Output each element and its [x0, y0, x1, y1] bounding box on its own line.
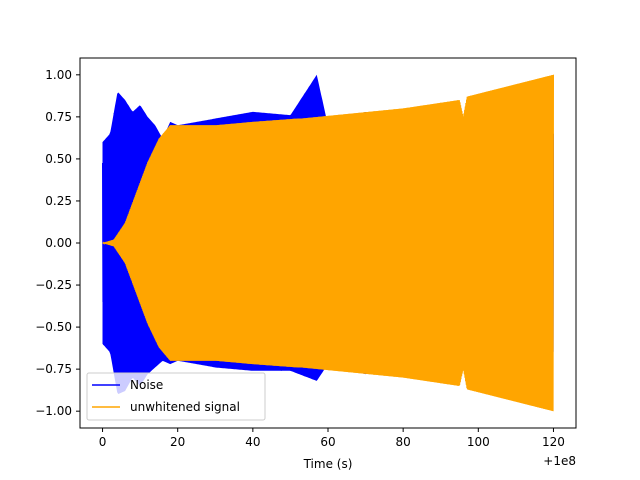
y-tick-label: 1.00: [45, 68, 72, 82]
x-axis-ticks: 0 20 40 60 80 100 120: [99, 428, 565, 449]
x-tick-label: 100: [467, 435, 490, 449]
x-tick-label: 60: [320, 435, 335, 449]
x-tick-label: 20: [170, 435, 185, 449]
x-tick-label: 80: [396, 435, 411, 449]
y-tick-label: −0.75: [35, 362, 72, 376]
legend-label-noise: Noise: [130, 378, 163, 392]
x-tick-label: 0: [99, 435, 107, 449]
x-tick-label: 40: [245, 435, 260, 449]
legend-box: [86, 372, 266, 421]
series-trace: [102, 74, 554, 412]
plot-area: [102, 74, 554, 412]
x-axis-label: Time (s): [303, 457, 353, 471]
y-tick-label: 0.75: [45, 110, 72, 124]
y-tick-label: 0.00: [45, 236, 72, 250]
y-tick-label: −0.50: [35, 320, 72, 334]
x-offset-label: +1e8: [543, 454, 576, 468]
x-tick-label: 120: [542, 435, 565, 449]
series-layer: [102, 74, 554, 412]
y-tick-label: −0.25: [35, 278, 72, 292]
legend: Noise unwhitened signal: [86, 372, 266, 421]
y-tick-label: 0.50: [45, 152, 72, 166]
y-tick-label: 0.25: [45, 194, 72, 208]
series-unwhitened-signal: [102, 74, 554, 412]
y-tick-label: −1.00: [35, 404, 72, 418]
legend-label-signal: unwhitened signal: [130, 400, 240, 414]
y-axis-ticks: −1.00 −0.75 −0.50 −0.25 0.00 0.25 0.50 0.75 1.00: [35, 68, 80, 418]
